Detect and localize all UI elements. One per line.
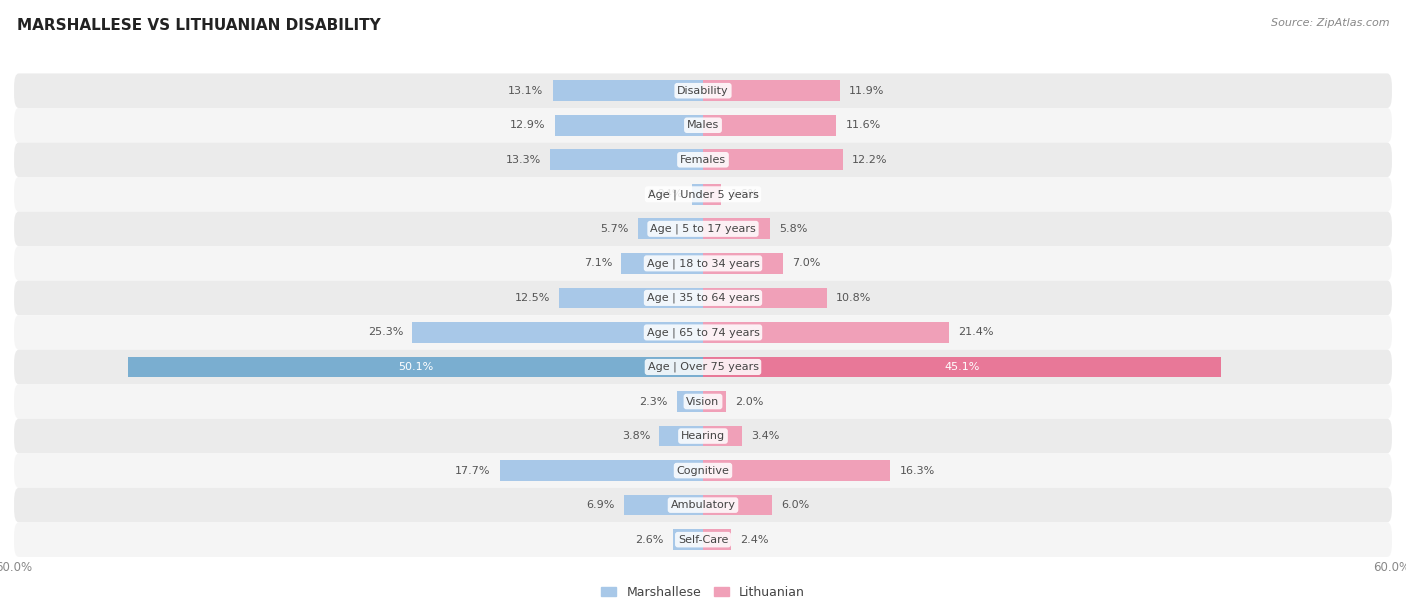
Bar [560,288,703,308]
Bar [703,218,769,239]
Text: Females: Females [681,155,725,165]
Text: 3.4%: 3.4% [751,431,779,441]
Text: Disability: Disability [678,86,728,95]
Text: 1.6%: 1.6% [731,189,759,200]
Bar [703,288,827,308]
Bar [659,426,703,446]
FancyBboxPatch shape [14,108,1392,143]
Bar [499,460,703,481]
Text: 12.9%: 12.9% [510,120,546,130]
FancyBboxPatch shape [14,349,1392,384]
Text: Vision: Vision [686,397,720,406]
Text: 3.8%: 3.8% [621,431,650,441]
Text: 16.3%: 16.3% [900,466,935,476]
Bar [555,115,703,136]
Text: 6.0%: 6.0% [782,500,810,510]
Text: Age | 5 to 17 years: Age | 5 to 17 years [650,223,756,234]
FancyBboxPatch shape [14,212,1392,246]
Text: 7.0%: 7.0% [793,258,821,269]
Bar [637,218,703,239]
Bar [703,357,1220,378]
Text: 2.6%: 2.6% [636,535,664,545]
Text: 2.0%: 2.0% [735,397,763,406]
FancyBboxPatch shape [14,246,1392,281]
Text: 2.4%: 2.4% [740,535,768,545]
Text: Ambulatory: Ambulatory [671,500,735,510]
Text: Self-Care: Self-Care [678,535,728,545]
Text: Source: ZipAtlas.com: Source: ZipAtlas.com [1271,18,1389,28]
Text: 45.1%: 45.1% [945,362,980,372]
Text: 11.9%: 11.9% [849,86,884,95]
Text: Age | 18 to 34 years: Age | 18 to 34 years [647,258,759,269]
Bar [703,184,721,204]
FancyBboxPatch shape [14,488,1392,523]
Bar [703,322,949,343]
Text: Age | 35 to 64 years: Age | 35 to 64 years [647,293,759,303]
FancyBboxPatch shape [14,384,1392,419]
FancyBboxPatch shape [14,419,1392,453]
FancyBboxPatch shape [14,453,1392,488]
Text: 7.1%: 7.1% [583,258,612,269]
Text: 21.4%: 21.4% [957,327,994,337]
Text: 12.5%: 12.5% [515,293,550,303]
Bar [621,253,703,274]
Text: Age | 65 to 74 years: Age | 65 to 74 years [647,327,759,338]
Text: 5.8%: 5.8% [779,224,807,234]
FancyBboxPatch shape [14,177,1392,212]
Text: Males: Males [688,120,718,130]
Bar [703,149,844,170]
Bar [550,149,703,170]
Text: Hearing: Hearing [681,431,725,441]
Bar [703,391,725,412]
Bar [692,184,703,204]
Bar [553,80,703,101]
Bar [624,494,703,515]
Text: MARSHALLESE VS LITHUANIAN DISABILITY: MARSHALLESE VS LITHUANIAN DISABILITY [17,18,381,34]
Text: Age | Under 5 years: Age | Under 5 years [648,189,758,200]
Text: 11.6%: 11.6% [845,120,880,130]
Legend: Marshallese, Lithuanian: Marshallese, Lithuanian [596,581,810,604]
Bar [128,357,703,378]
Text: 17.7%: 17.7% [456,466,491,476]
FancyBboxPatch shape [14,315,1392,349]
Text: 2.3%: 2.3% [640,397,668,406]
Bar [703,253,783,274]
FancyBboxPatch shape [14,523,1392,557]
Bar [676,391,703,412]
FancyBboxPatch shape [14,73,1392,108]
Text: 50.1%: 50.1% [398,362,433,372]
Text: 13.3%: 13.3% [506,155,541,165]
Bar [703,529,731,550]
Text: 13.1%: 13.1% [508,86,543,95]
Text: 6.9%: 6.9% [586,500,614,510]
Text: 12.2%: 12.2% [852,155,887,165]
FancyBboxPatch shape [14,143,1392,177]
Text: Cognitive: Cognitive [676,466,730,476]
Text: 25.3%: 25.3% [368,327,404,337]
Text: 5.7%: 5.7% [600,224,628,234]
Bar [673,529,703,550]
Text: 10.8%: 10.8% [837,293,872,303]
Bar [703,80,839,101]
FancyBboxPatch shape [14,281,1392,315]
Bar [703,494,772,515]
Text: 0.94%: 0.94% [648,189,683,200]
Bar [703,426,742,446]
Bar [412,322,703,343]
Text: Age | Over 75 years: Age | Over 75 years [648,362,758,372]
Bar [703,460,890,481]
Bar [703,115,837,136]
